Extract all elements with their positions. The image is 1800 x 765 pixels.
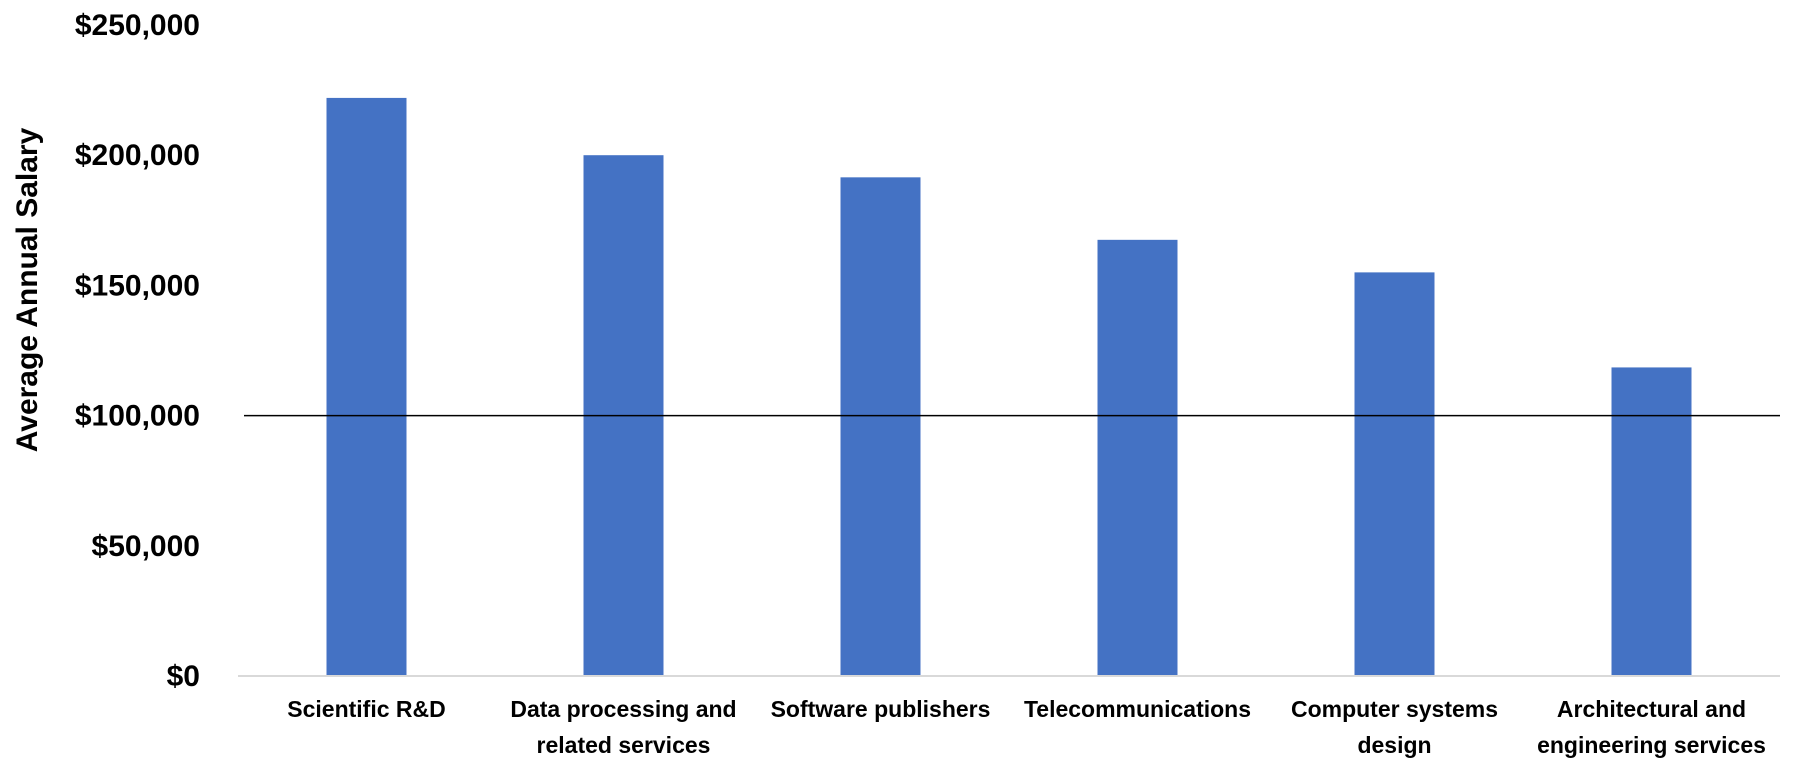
y-tick-label: $0 bbox=[167, 660, 200, 693]
y-axis-label: Average Annual Salary bbox=[11, 127, 44, 452]
y-axis-ticks: $0 $50,000 $100,000 $150,000 $200,000 $250,00… bbox=[75, 9, 200, 693]
x-tick-label: Data processing and related services bbox=[510, 696, 736, 758]
x-tick-label-line: Architectural and bbox=[1557, 696, 1746, 722]
x-tick-label: Architectural and engineering services bbox=[1537, 696, 1766, 758]
x-tick-label: Computer systems design bbox=[1291, 696, 1498, 758]
bar bbox=[1354, 272, 1435, 676]
bar bbox=[1097, 239, 1178, 676]
x-tick-label-line: Scientific R&D bbox=[287, 696, 445, 722]
y-tick-label: $200,000 bbox=[75, 139, 200, 172]
x-tick-label-line: Computer systems bbox=[1291, 696, 1498, 722]
x-tick-label-line: related services bbox=[537, 732, 711, 758]
x-tick-label-line: Data processing and bbox=[510, 696, 736, 722]
y-tick-label: $50,000 bbox=[92, 530, 200, 563]
x-tick-label-line: engineering services bbox=[1537, 732, 1766, 758]
x-tick-label-line: Software publishers bbox=[771, 696, 991, 722]
x-tick-label: Telecommunications bbox=[1024, 696, 1251, 722]
bar bbox=[840, 177, 921, 677]
bar bbox=[1611, 367, 1692, 676]
x-axis-ticks: Scientific R&D Data processing and related… bbox=[287, 696, 1766, 758]
y-tick-label: $100,000 bbox=[75, 400, 200, 433]
bar bbox=[326, 97, 407, 677]
x-tick-label-line: Telecommunications bbox=[1024, 696, 1251, 722]
y-tick-label: $150,000 bbox=[75, 269, 200, 302]
x-tick-label: Scientific R&D bbox=[287, 696, 445, 722]
x-tick-label-line: design bbox=[1357, 732, 1431, 758]
x-tick-label: Software publishers bbox=[771, 696, 991, 722]
y-tick-label: $250,000 bbox=[75, 9, 200, 42]
bars bbox=[326, 97, 1692, 677]
